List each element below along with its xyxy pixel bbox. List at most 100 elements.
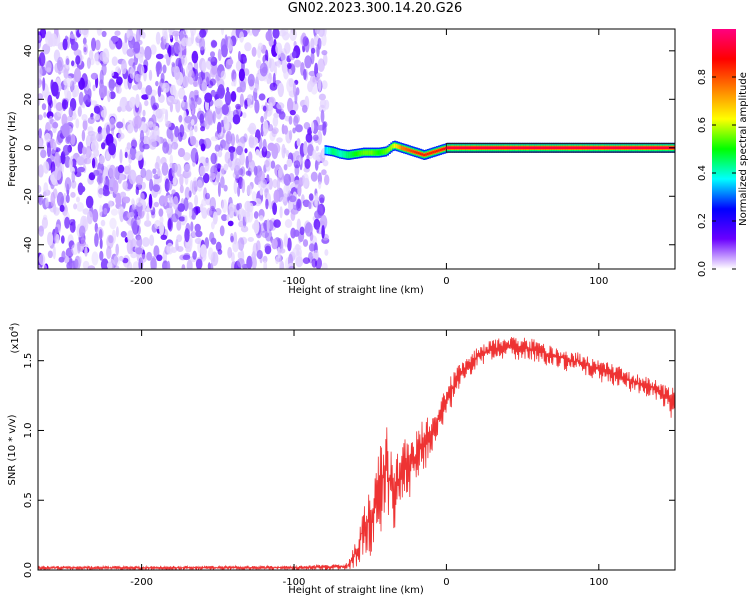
spectrogram-noise-blob <box>316 72 323 78</box>
spectrogram-noise-blob <box>38 225 44 237</box>
spectrogram-noise-blob <box>201 79 208 94</box>
spectrogram-noise-blob <box>255 240 261 253</box>
spectrogram-noise-blob <box>90 100 98 106</box>
spectrogram-noise-blob <box>190 100 198 109</box>
spectrogram-noise-blob <box>246 255 253 269</box>
spectrogram-noise-blob <box>136 215 141 226</box>
spectrogram-noise-blob <box>82 119 88 131</box>
spectrogram-ridge-cell <box>405 148 408 151</box>
spectrogram-noise-blob <box>160 156 167 166</box>
spectrogram-ridge-cell <box>421 153 424 156</box>
spectrogram-noise-blob <box>217 149 223 158</box>
spectrogram-noise-blob <box>217 249 223 255</box>
spectrogram-noise-blob <box>307 144 314 156</box>
spectrogram-noise-blob <box>302 199 311 208</box>
spectrogram-noise-blob <box>210 51 215 58</box>
spectrogram-noise-blob <box>183 29 188 36</box>
spectrogram-noise-blob <box>115 226 119 238</box>
spectrogram-noise-blob <box>230 149 234 162</box>
spectrogram-noise-blob <box>155 61 163 75</box>
spectrogram-noise-blob <box>146 251 153 261</box>
spectrogram-noise-blob <box>82 208 90 215</box>
spectrogram-noise-blob <box>114 30 121 36</box>
spectrogram-noise-blob <box>157 85 162 98</box>
spectrogram-noise-blob <box>264 159 270 168</box>
spectrogram-ridge-cell <box>350 153 353 156</box>
spectrogram-noise-blob <box>98 84 107 99</box>
spectrogram-noise-blob <box>215 163 222 169</box>
spectrogram-noise-blob <box>142 109 146 117</box>
spectrogram-noise-blob <box>166 260 171 269</box>
spectrogram-noise-blob <box>38 128 42 139</box>
spectrogram-ridge-cell <box>330 150 333 153</box>
spectrogram-noise-blob <box>116 76 123 86</box>
spectrogram-noise-blob <box>244 42 252 52</box>
spectrogram-noise-blob <box>302 257 310 264</box>
spectrogram-ridge-cell <box>351 153 355 156</box>
spectrogram-y-axis-label: Frequency (Hz) <box>7 111 18 187</box>
spectrogram-noise-blob <box>296 198 302 212</box>
spectrogram-noise-blob <box>230 235 234 243</box>
spectrogram-noise-blob <box>44 132 51 143</box>
spectrogram-noise-blob <box>102 189 110 197</box>
spectrogram-noise-blob <box>253 211 259 219</box>
spectrogram-noise-blob <box>128 153 132 160</box>
spectrogram-noise-blob <box>152 184 161 193</box>
spectrogram-noise-blob <box>167 181 173 191</box>
spectrogram-noise-blob <box>71 180 77 189</box>
spectrogram-noise-blob <box>201 207 208 219</box>
spectrogram-noise-blob <box>75 118 80 129</box>
spectrogram-noise-blob <box>144 100 149 107</box>
spectrogram-noise-blob <box>152 168 157 175</box>
spectrogram-noise-blob <box>131 203 135 214</box>
spectrogram-ridge-cell <box>415 151 419 154</box>
spectrogram-noise-blob <box>293 160 301 169</box>
spectrogram-noise-blob <box>284 42 291 54</box>
spectrogram-noise-blob <box>84 246 88 257</box>
snr-multiplier-close: ) <box>10 322 21 326</box>
spectrogram-noise-blob <box>99 69 104 85</box>
spectrogram-ridge-cell <box>355 152 358 155</box>
spectrogram-noise-blob <box>221 214 228 222</box>
spectrogram-noise-blob <box>190 119 195 126</box>
spectrogram-y-tick-label: 20 <box>23 93 34 106</box>
spectrogram-noise-blob <box>273 219 281 228</box>
spectrogram-noise-blob <box>149 178 154 192</box>
spectrogram-ridge-cell <box>443 147 446 150</box>
spectrogram-noise-blob <box>144 220 152 227</box>
spectrogram-noise-blob <box>283 233 288 248</box>
spectrogram-noise-blob <box>38 185 42 194</box>
spectrogram-noise-blob <box>102 48 110 63</box>
spectrogram-noise-blob <box>116 121 124 129</box>
spectrogram-noise-blob <box>75 171 82 178</box>
spectrogram-noise-blob <box>70 41 79 51</box>
spectrogram-noise-blob <box>324 174 330 186</box>
spectrogram-noise-blob <box>187 202 193 210</box>
spectrogram-noise-blob <box>176 246 184 252</box>
spectrogram-noise-blob <box>191 50 199 64</box>
spectrogram-noise-blob <box>171 162 175 177</box>
spectrogram-noise-blob <box>94 53 101 66</box>
spectrogram-noise-blob <box>167 202 173 209</box>
spectrogram-noise-blob <box>38 79 43 85</box>
spectrogram-noise-blob <box>266 174 270 183</box>
spectrogram-noise-blob <box>153 201 159 208</box>
spectrogram-ridge-cell <box>406 148 410 151</box>
spectrogram-x-tick-label: 0 <box>443 276 449 287</box>
spectrogram-noise-blob <box>90 72 98 80</box>
spectrogram-noise-blob <box>259 187 264 196</box>
spectrogram-noise-blob <box>160 234 168 240</box>
spectrogram-noise-blob <box>224 34 228 49</box>
colorbar-ticks: 0.0 0.2 0.4 0.6 0.8 <box>697 69 736 277</box>
spectrogram-noise-blob <box>219 165 225 178</box>
spectrogram-noise-blob <box>150 95 156 109</box>
spectrogram-noise-blob <box>45 197 49 208</box>
spectrogram-noise-blob <box>296 218 301 231</box>
spectrogram-noise-blob <box>140 167 147 179</box>
spectrogram-noise-blob <box>243 133 248 143</box>
spectrogram-noise-blob <box>296 247 302 257</box>
snr-multiplier-base: (x10 <box>10 331 21 354</box>
spectrogram-noise-blob <box>209 68 217 78</box>
spectrogram-noise-blob <box>156 254 163 262</box>
spectrogram-noise-blob <box>162 141 170 154</box>
